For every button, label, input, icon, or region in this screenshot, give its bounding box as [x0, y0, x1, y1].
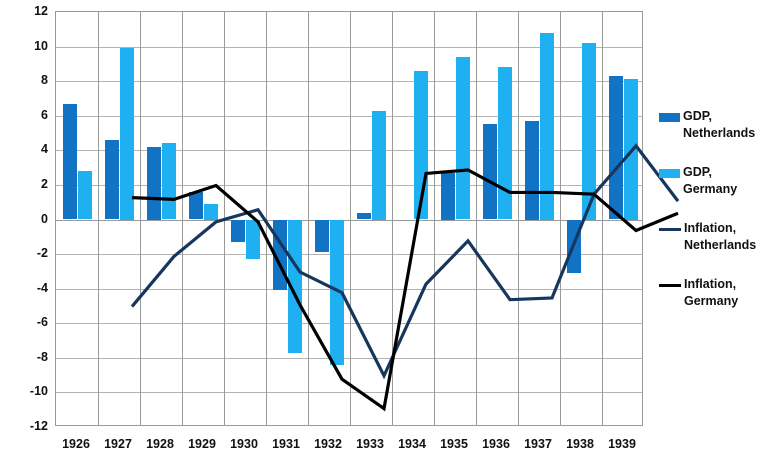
bar [62, 103, 77, 220]
legend-label: GDP, Netherlands [683, 109, 756, 140]
gridline-horizontal [56, 288, 642, 290]
gridline-vertical [476, 12, 477, 425]
x-axis-tick-label: 1928 [146, 437, 174, 451]
bar [77, 171, 92, 220]
gridline-horizontal [56, 150, 642, 152]
bar [245, 219, 260, 260]
gridline-vertical [602, 12, 603, 425]
x-axis-tick-label: 1938 [566, 437, 594, 451]
bar-swatch-light-blue-icon [659, 169, 680, 178]
gridline-vertical [266, 12, 267, 425]
bar [608, 75, 623, 220]
bar [314, 219, 329, 253]
y-axis-tick-label: -2 [36, 246, 48, 261]
y-axis-tick-label: 10 [34, 38, 48, 53]
gridline-horizontal [56, 254, 642, 256]
gridline-vertical [182, 12, 183, 425]
bar [287, 219, 302, 353]
legend-entry[interactable]: GDP, Germany [659, 164, 768, 197]
zero-baseline [56, 219, 642, 221]
gridline-horizontal [56, 323, 642, 325]
gridline-horizontal [56, 184, 642, 186]
gridline-horizontal [56, 81, 642, 83]
x-axis-tick-label: 1929 [188, 437, 216, 451]
bar [440, 172, 455, 220]
legend-entry[interactable]: GDP, Netherlands [659, 108, 768, 141]
y-axis-tick-label: -12 [29, 419, 48, 433]
line-series [130, 143, 680, 380]
bar [482, 124, 497, 220]
y-axis-tick-label: 4 [41, 142, 48, 157]
gridline-vertical [560, 12, 561, 425]
gridline-vertical [140, 12, 141, 425]
bar [356, 212, 371, 220]
line-series [131, 168, 679, 412]
gridline-horizontal [56, 115, 642, 117]
bar [203, 203, 218, 220]
gridline-vertical [350, 12, 351, 425]
line-swatch-navy-icon [659, 228, 681, 231]
bar [371, 110, 386, 220]
bar [455, 56, 470, 220]
x-axis-tick-label: 1930 [230, 437, 258, 451]
legend-label: Inflation, Netherlands [684, 221, 757, 252]
x-axis-tick-label: 1937 [524, 437, 552, 451]
x-axis-tick-label: 1933 [356, 437, 384, 451]
plot-area [55, 11, 680, 426]
bar [524, 120, 539, 220]
line-series-layer [130, 143, 680, 412]
gridline-horizontal [56, 46, 642, 48]
bar [581, 43, 596, 220]
x-axis-tick-label: 1934 [398, 437, 426, 451]
x-axis: 1926 1927 1928 1929 1930 1931 1932 1933 1934 1935… [55, 438, 643, 462]
gridline-horizontal [56, 357, 642, 359]
bar [230, 219, 245, 242]
legend-entry[interactable]: Inflation, Germany [659, 276, 768, 309]
x-axis-tick-label: 1931 [272, 437, 300, 451]
gridline-vertical [434, 12, 435, 425]
x-axis-tick-label: 1936 [482, 437, 510, 451]
bar [146, 146, 161, 220]
bar [119, 48, 134, 220]
gridline-horizontal [56, 392, 642, 394]
y-axis-tick-label: 0 [41, 211, 48, 226]
bar [329, 219, 344, 365]
bar [497, 67, 512, 220]
bar [623, 79, 638, 220]
y-axis-tick-label: 6 [41, 107, 48, 122]
gridline-vertical [98, 12, 99, 425]
bar-swatch-dark-blue-icon [659, 113, 680, 122]
gridline-vertical [392, 12, 393, 425]
y-axis-tick-label: 12 [34, 4, 48, 18]
x-axis-tick-label: 1927 [104, 437, 132, 451]
legend-label: GDP, Germany [683, 165, 738, 196]
bar [104, 139, 119, 220]
x-axis-tick-label: 1939 [608, 437, 636, 451]
y-axis-tick-label: -10 [29, 384, 48, 399]
line-swatch-black-icon [659, 284, 681, 287]
x-axis-tick-label: 1932 [314, 437, 342, 451]
y-axis-tick-label: -8 [36, 349, 48, 364]
y-axis-tick-label: 2 [41, 176, 48, 191]
gridline-vertical [518, 12, 519, 425]
x-axis-tick-label: 1926 [62, 437, 90, 451]
x-axis-tick-label: 1935 [440, 437, 468, 451]
y-axis-tick-label: -4 [36, 280, 48, 295]
y-axis-tick-label: 8 [41, 73, 48, 88]
gridline-vertical [308, 12, 309, 425]
chart-legend: GDP, Netherlands GDP, Germany Inflation, N… [659, 108, 768, 332]
legend-entry[interactable]: Inflation, Netherlands [659, 220, 768, 253]
y-axis-tick-label: -6 [36, 315, 48, 330]
legend-label: Inflation, Germany [684, 277, 739, 308]
bar [539, 32, 554, 220]
bar [188, 191, 203, 220]
